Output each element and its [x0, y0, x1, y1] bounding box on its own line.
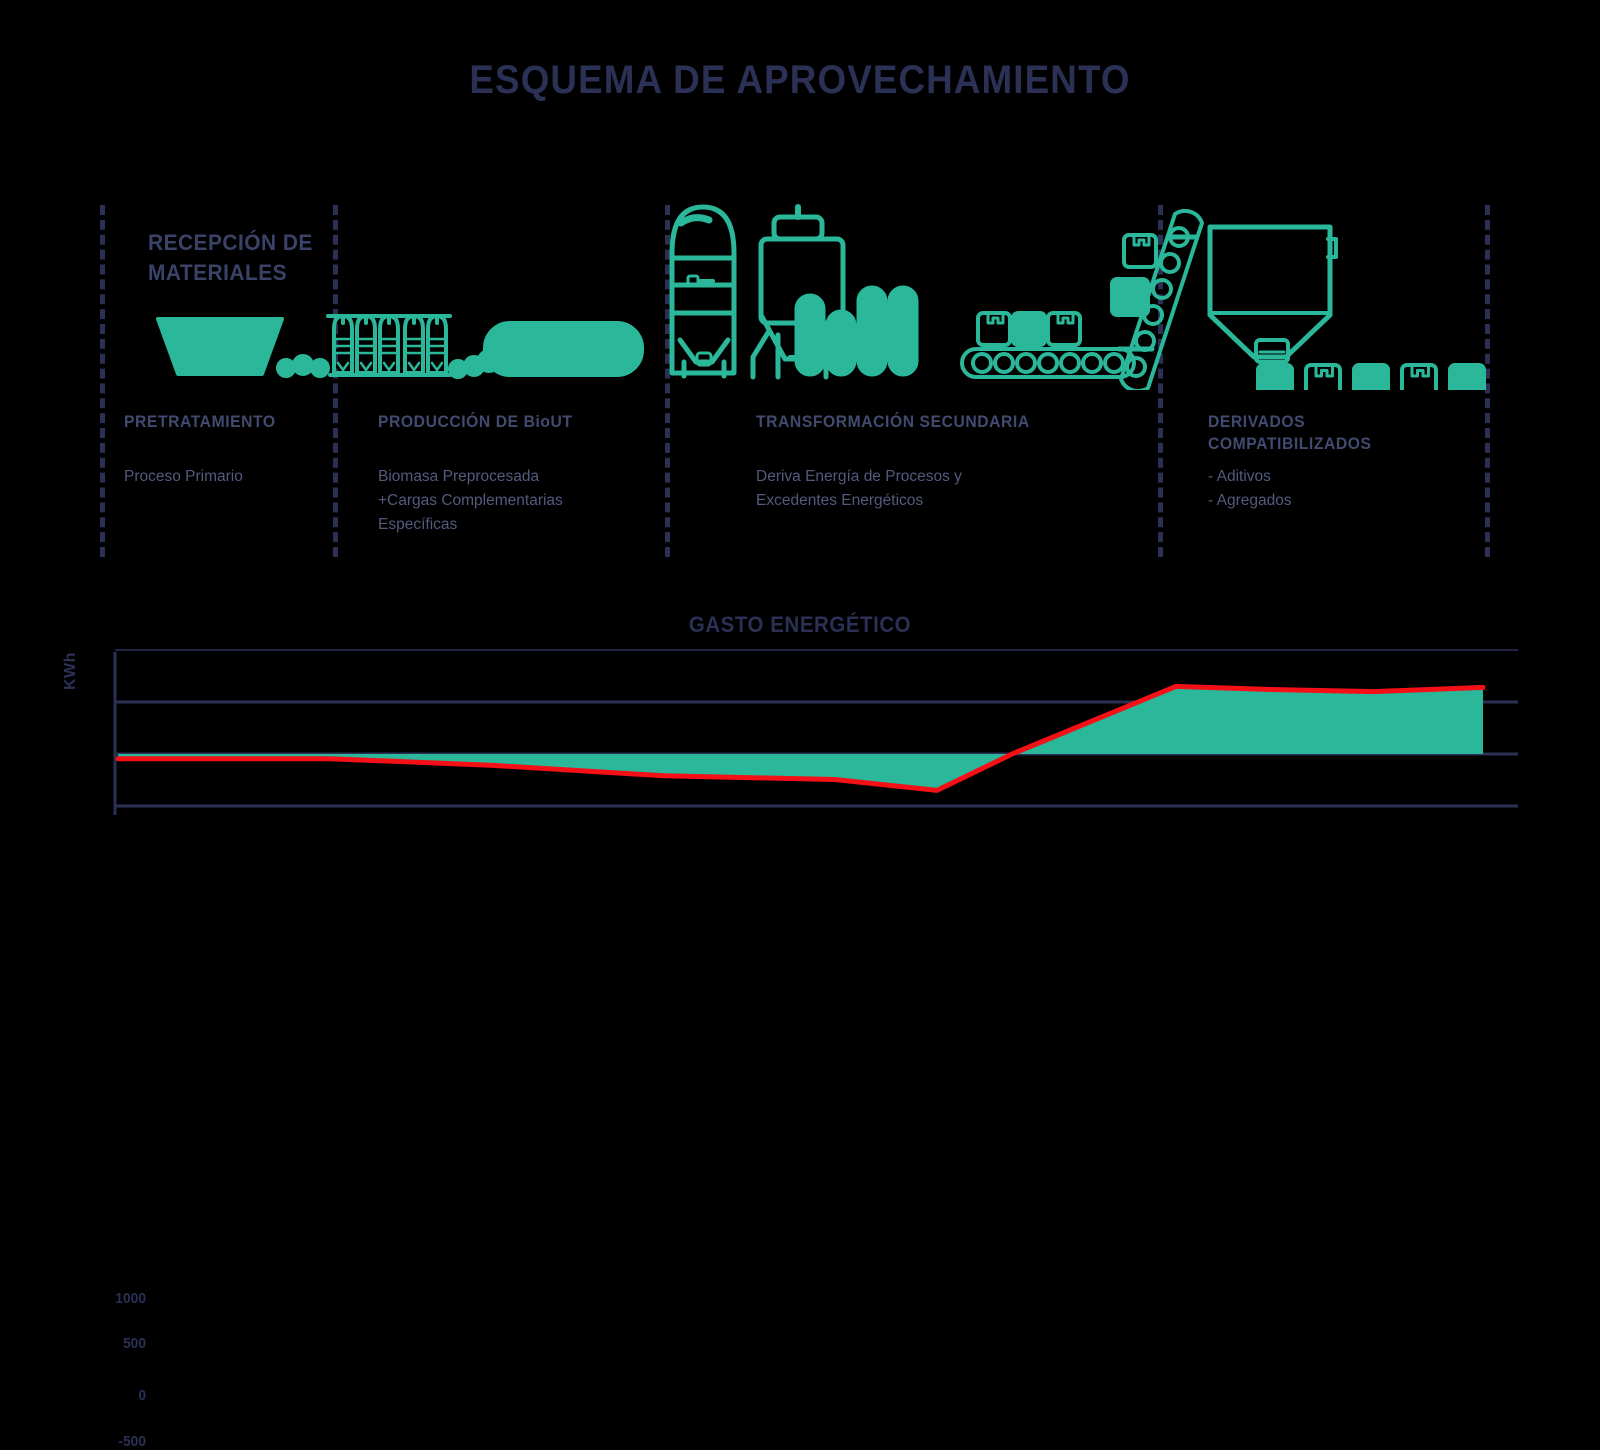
conveyor-belt-icon	[960, 311, 1136, 379]
section-head-transformacion-secundaria: TRANSFORMACIÓN SECUNDARIA	[756, 413, 1030, 431]
divider-2	[333, 205, 338, 557]
divider-5	[1485, 205, 1490, 557]
y-tick-0: 0	[138, 1387, 146, 1404]
section-body-transformacion-secundaria: Deriva Energía de Procesos y Excedentes …	[756, 468, 962, 510]
page-title: ESQUEMA DE APROVECHAMIENTO	[469, 58, 1131, 102]
dome-silo-icon	[669, 204, 737, 379]
silo-battery-icon	[326, 314, 452, 377]
pellets-icon	[276, 354, 330, 378]
stage-title: RECEPCIÓN DE MATERIALES	[148, 230, 313, 285]
chart-area-fill	[118, 686, 1483, 791]
incline-conveyor-icon	[1110, 208, 1204, 394]
section-head-derivados-compatibilizados: DERIVADOS COMPATIBILIZADOS	[1208, 413, 1372, 453]
y-tick--500: -500	[118, 1433, 146, 1450]
funnel-hopper-icon	[1207, 224, 1338, 364]
hopper-trapezoid-icon	[156, 317, 284, 376]
y-tick-500: 500	[122, 1335, 146, 1352]
divider-4	[1158, 205, 1163, 557]
energy-chart: 1000 500 0 -500	[0, 640, 1600, 1450]
section-body-derivados-compatibilizados: - Aditivos - Agregados	[1208, 468, 1292, 510]
section-body-produccion-biout: Biomasa Preprocesada +Cargas Complementa…	[378, 468, 563, 534]
chart-plot-area	[113, 649, 1518, 815]
gas-cylinders-icon	[794, 285, 919, 377]
divider-3	[665, 205, 670, 557]
divider-1	[100, 205, 105, 557]
process-icon-band	[0, 195, 1600, 401]
infographic-canvas: ESQUEMA DE APROVECHAMIENTO RECEPCIÓN DE …	[0, 58, 1600, 1450]
horizontal-tank-icon	[483, 321, 644, 377]
chart-title: GASTO ENERGÉTICO	[688, 612, 912, 637]
y-tick-1000: 1000	[115, 1290, 146, 1307]
section-head-produccion-biout: PRODUCCIÓN DE BioUT	[378, 413, 573, 431]
section-head-pretratamiento: PRETRATAMIENTO	[124, 413, 276, 431]
product-boxes-icon	[1256, 363, 1486, 401]
section-body-pretratamiento: Proceso Primario	[124, 468, 243, 485]
chart-line-series	[115, 683, 1486, 793]
